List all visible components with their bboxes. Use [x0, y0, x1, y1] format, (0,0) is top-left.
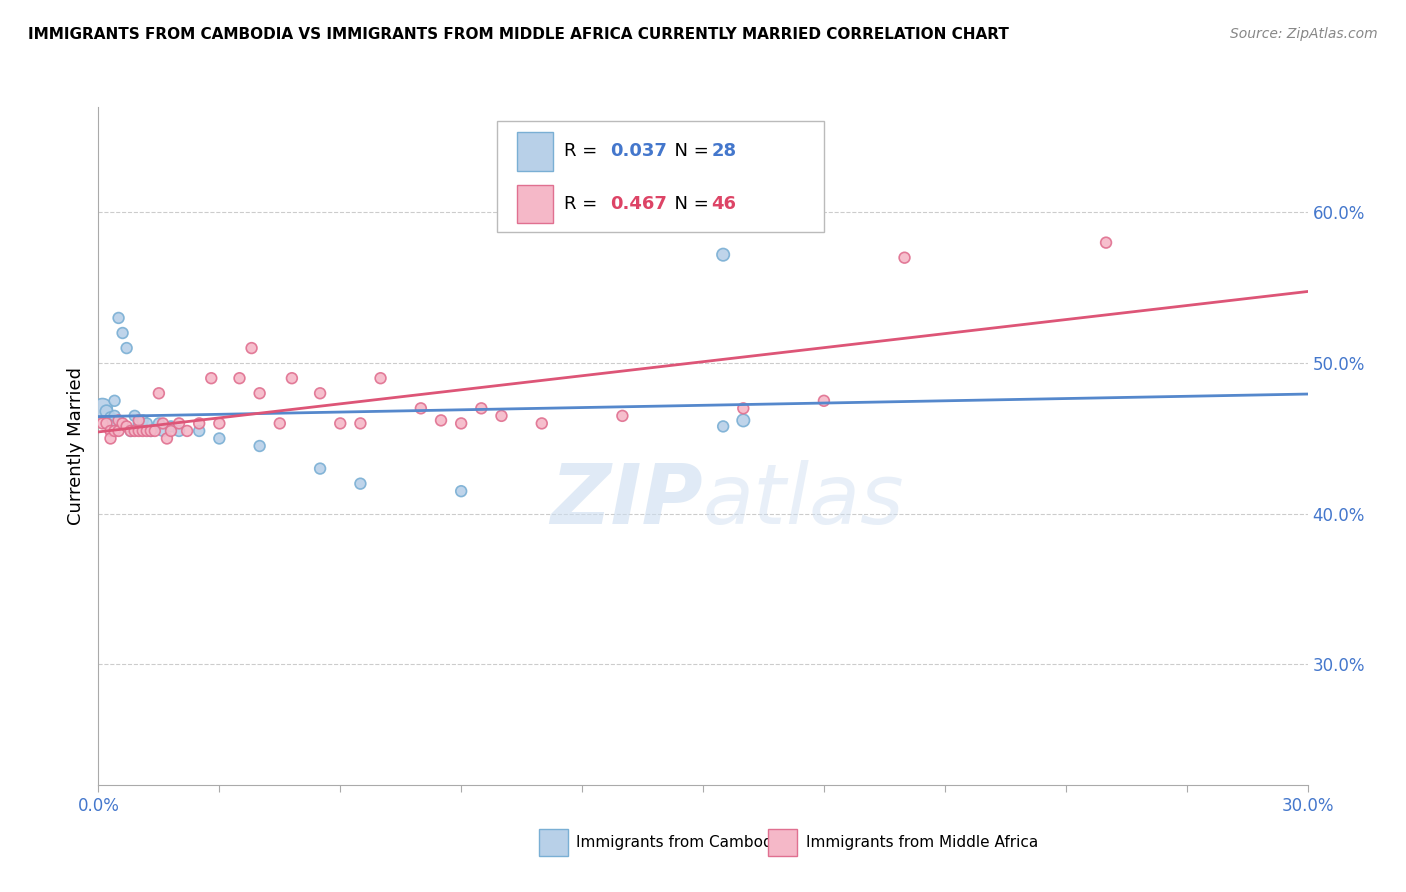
Point: [329, 417, 352, 431]
Point: [139, 424, 162, 438]
Point: [124, 424, 146, 438]
Point: [309, 461, 332, 475]
FancyBboxPatch shape: [538, 829, 568, 856]
Text: 46: 46: [711, 194, 737, 213]
Point: [148, 417, 170, 431]
Text: IMMIGRANTS FROM CAMBODIA VS IMMIGRANTS FROM MIDDLE AFRICA CURRENTLY MARRIED CORR: IMMIGRANTS FROM CAMBODIA VS IMMIGRANTS F…: [28, 27, 1010, 42]
Text: N =: N =: [664, 194, 714, 213]
Point: [100, 424, 122, 438]
Text: 0.037: 0.037: [610, 143, 666, 161]
Point: [111, 417, 134, 431]
Point: [249, 439, 271, 453]
Text: Source: ZipAtlas.com: Source: ZipAtlas.com: [1230, 27, 1378, 41]
Point: [470, 401, 492, 416]
Point: [132, 413, 155, 427]
Point: [160, 419, 183, 434]
Point: [200, 371, 222, 385]
FancyBboxPatch shape: [768, 829, 797, 856]
FancyBboxPatch shape: [517, 132, 553, 170]
Point: [228, 371, 250, 385]
Point: [115, 341, 138, 355]
Point: [124, 409, 146, 423]
Point: [115, 419, 138, 434]
Point: [208, 417, 231, 431]
Point: [96, 417, 118, 431]
Point: [156, 432, 179, 446]
Point: [107, 413, 129, 427]
Point: [128, 413, 150, 427]
Point: [409, 401, 432, 416]
Point: [100, 432, 122, 446]
Point: [152, 417, 174, 431]
Text: ZIP: ZIP: [550, 459, 703, 541]
Point: [107, 424, 129, 438]
Text: N =: N =: [664, 143, 714, 161]
Point: [208, 432, 231, 446]
Y-axis label: Currently Married: Currently Married: [66, 367, 84, 525]
Point: [96, 404, 118, 418]
Point: [100, 410, 122, 425]
Point: [143, 424, 166, 438]
Point: [188, 424, 211, 438]
Text: R =: R =: [564, 143, 603, 161]
Point: [107, 310, 129, 325]
Point: [103, 409, 125, 423]
Point: [711, 419, 734, 434]
Point: [893, 251, 915, 265]
Point: [349, 476, 371, 491]
Point: [128, 417, 150, 431]
Point: [530, 417, 553, 431]
Point: [160, 424, 183, 438]
Point: [711, 248, 734, 262]
Point: [349, 417, 371, 431]
Point: [148, 386, 170, 401]
Point: [91, 401, 114, 416]
Point: [450, 417, 472, 431]
Point: [733, 413, 755, 427]
Point: [249, 386, 271, 401]
Point: [139, 424, 162, 438]
Point: [813, 393, 835, 408]
FancyBboxPatch shape: [517, 185, 553, 223]
Point: [1095, 235, 1118, 250]
FancyBboxPatch shape: [498, 120, 824, 233]
Point: [120, 424, 142, 438]
Point: [309, 386, 332, 401]
Text: 28: 28: [711, 143, 737, 161]
Point: [152, 424, 174, 438]
Text: Immigrants from Cambodia: Immigrants from Cambodia: [576, 835, 786, 850]
Point: [91, 417, 114, 431]
Point: [111, 326, 134, 340]
Point: [135, 417, 157, 431]
Text: Immigrants from Middle Africa: Immigrants from Middle Africa: [806, 835, 1038, 850]
Point: [167, 424, 190, 438]
Point: [430, 413, 453, 427]
Point: [281, 371, 304, 385]
Point: [269, 417, 291, 431]
Point: [167, 417, 190, 431]
Point: [128, 424, 150, 438]
Point: [491, 409, 513, 423]
Point: [176, 424, 198, 438]
Point: [100, 417, 122, 431]
Point: [132, 424, 155, 438]
Point: [103, 393, 125, 408]
Point: [135, 424, 157, 438]
Text: atlas: atlas: [703, 459, 904, 541]
Point: [188, 417, 211, 431]
Point: [450, 484, 472, 499]
Point: [733, 401, 755, 416]
Point: [240, 341, 263, 355]
Point: [120, 424, 142, 438]
Point: [103, 424, 125, 438]
Point: [370, 371, 392, 385]
Text: R =: R =: [564, 194, 603, 213]
Point: [612, 409, 634, 423]
Text: 0.467: 0.467: [610, 194, 666, 213]
